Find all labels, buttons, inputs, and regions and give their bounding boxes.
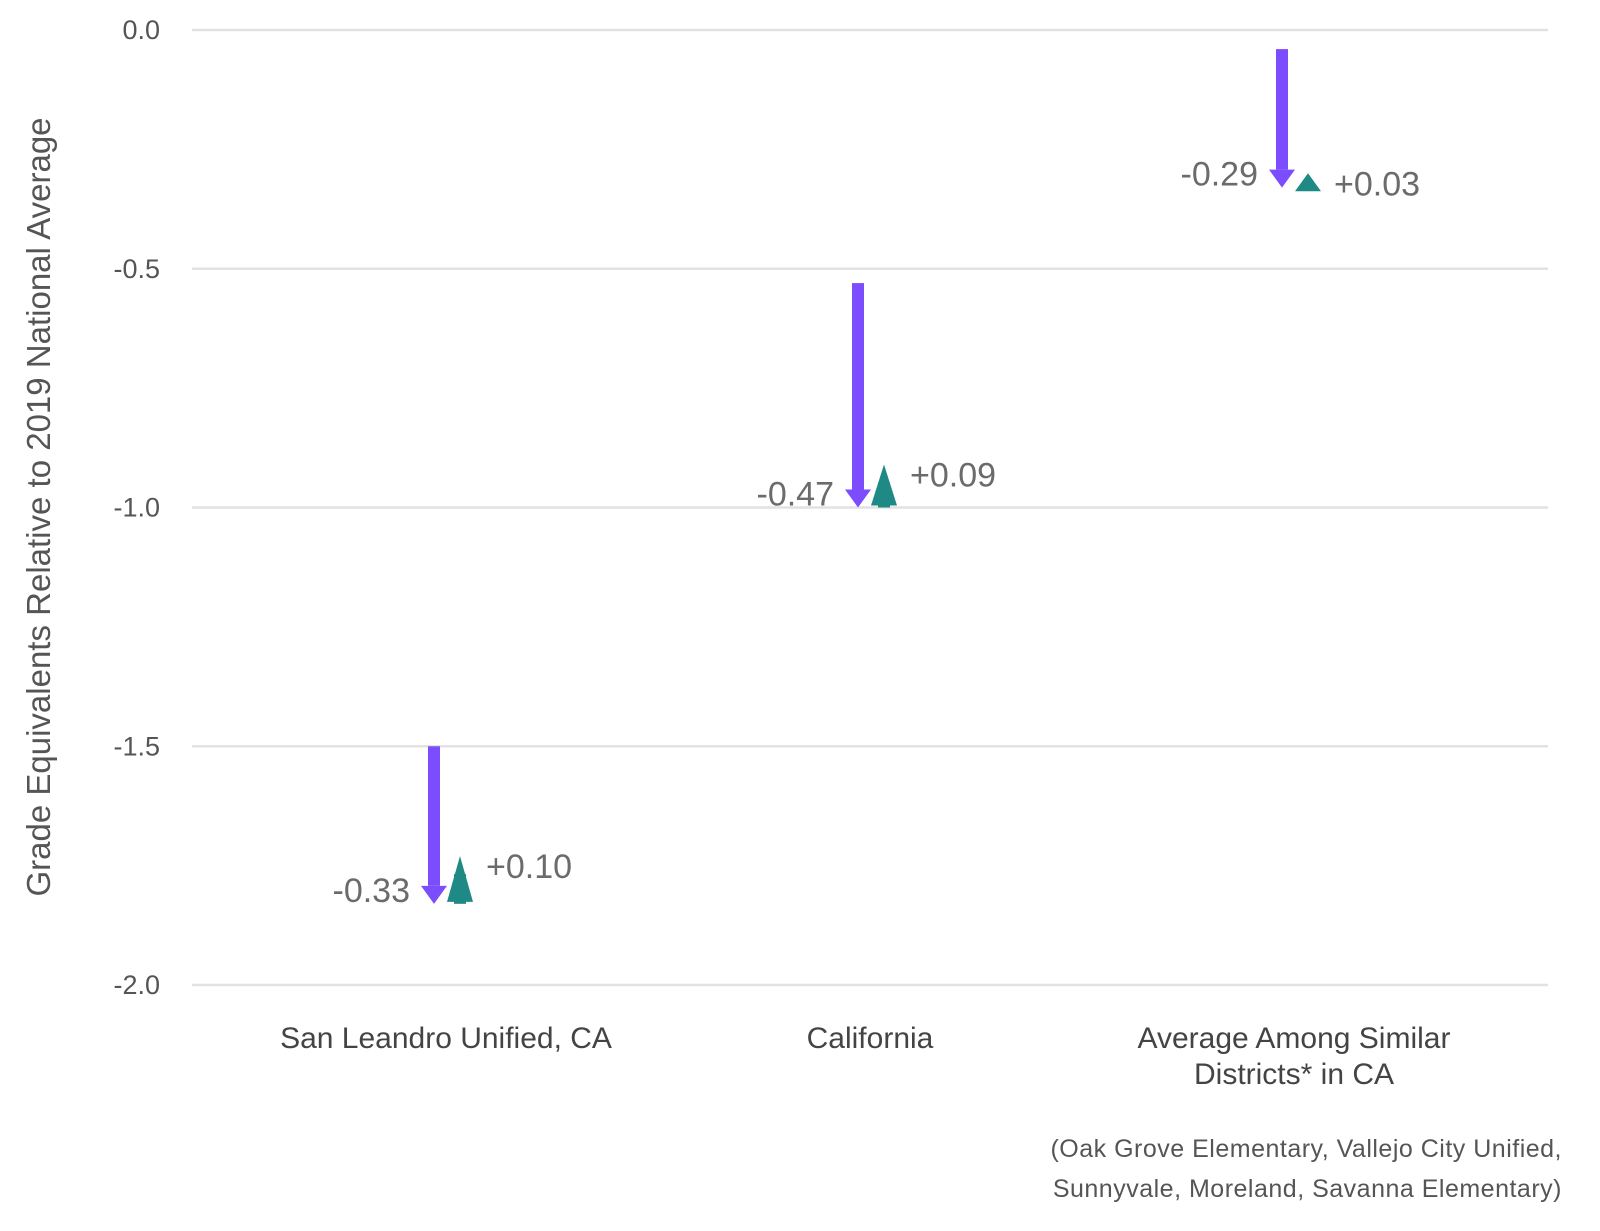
decline-value-label: -0.47 — [757, 476, 835, 514]
decline-arrow-head — [421, 885, 447, 904]
recovery-value-label: +0.10 — [486, 848, 572, 886]
recovery-arrow-head — [447, 856, 473, 902]
decline-arrow-shaft — [428, 746, 440, 886]
x-axis-categories: San Leandro Unified, CA California Average… — [280, 1022, 1450, 1091]
decline-value-label: -0.33 — [333, 872, 411, 910]
x-category-label: California — [807, 1022, 934, 1055]
footnote-line: Sunnyvale, Moreland, Savanna Elementary) — [1053, 1175, 1562, 1203]
y-tick-label: -1.5 — [113, 731, 160, 761]
y-tick-label: -0.5 — [113, 254, 160, 284]
decline-arrow-head — [1269, 169, 1295, 188]
decline-arrow-shaft — [852, 283, 864, 490]
decline-arrow-head — [845, 489, 871, 508]
y-tick-label: 0.0 — [122, 15, 160, 45]
gridlines — [192, 28, 1548, 987]
y-axis-label: Grade Equivalents Relative to 2019 Natio… — [20, 117, 57, 896]
x-category-label: Average Among Similar — [1138, 1022, 1451, 1055]
footnote: (Oak Grove Elementary, Vallejo City Unif… — [1050, 1135, 1562, 1203]
decline-value-label: -0.29 — [1181, 156, 1259, 194]
recovery-value-label: +0.03 — [1334, 165, 1420, 203]
arrow-marks: -0.33 +0.10 -0.47 +0.09 -0.29 +0.03 — [333, 49, 1420, 910]
y-axis-ticks: 0.0 -0.5 -1.0 -1.5 -2.0 — [113, 15, 160, 1000]
recovery-arrow-head — [871, 464, 897, 506]
x-category-label: Districts* in CA — [1194, 1058, 1394, 1091]
x-category-label: San Leandro Unified, CA — [280, 1022, 612, 1055]
y-tick-label: -2.0 — [113, 970, 160, 1000]
decline-arrow-shaft — [1276, 49, 1288, 170]
y-tick-label: -1.0 — [113, 493, 160, 523]
footnote-line: (Oak Grove Elementary, Vallejo City Unif… — [1050, 1135, 1562, 1163]
recovery-arrow-head — [1295, 173, 1321, 192]
recovery-value-label: +0.09 — [910, 457, 996, 495]
